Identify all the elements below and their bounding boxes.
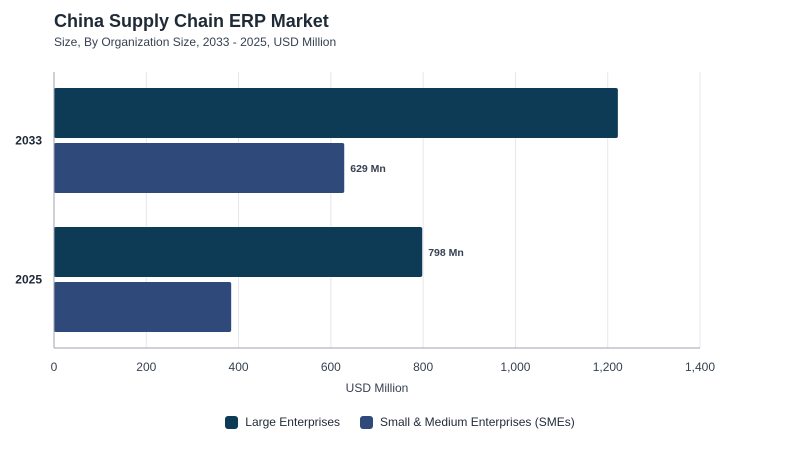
category-label: 2025 xyxy=(15,273,42,287)
bar xyxy=(54,88,618,138)
x-tick-label: 0 xyxy=(51,360,58,374)
data-label: 629 Mn xyxy=(350,163,386,175)
x-tick-label: 200 xyxy=(136,360,156,374)
chart-subtitle: Size, By Organization Size, 2033 - 2025,… xyxy=(54,35,337,49)
chart-legend: Large Enterprises Small & Medium Enterpr… xyxy=(0,415,800,429)
bar xyxy=(54,282,232,332)
legend-item-large[interactable]: Large Enterprises xyxy=(225,415,340,429)
legend-swatch xyxy=(360,415,373,429)
x-tick-label: 600 xyxy=(321,360,341,374)
legend-item-smes[interactable]: Small & Medium Enterprises (SMEs) xyxy=(360,415,575,429)
x-tick-label: 1,200 xyxy=(593,360,623,374)
x-axis-title: USD Million xyxy=(346,381,409,395)
x-tick-label: 1,400 xyxy=(685,360,715,374)
bar xyxy=(54,143,345,193)
data-label: 798 Mn xyxy=(428,247,464,259)
x-tick-label: 1,000 xyxy=(500,360,530,374)
x-tick-label: 800 xyxy=(413,360,433,374)
legend-swatch xyxy=(225,415,239,429)
legend-label: Small & Medium Enterprises (SMEs) xyxy=(380,415,575,429)
category-label: 2033 xyxy=(15,134,42,148)
bar xyxy=(54,227,423,277)
chart-title: China Supply Chain ERP Market xyxy=(54,11,329,31)
legend-label: Large Enterprises xyxy=(245,415,340,429)
x-tick-label: 400 xyxy=(229,360,249,374)
